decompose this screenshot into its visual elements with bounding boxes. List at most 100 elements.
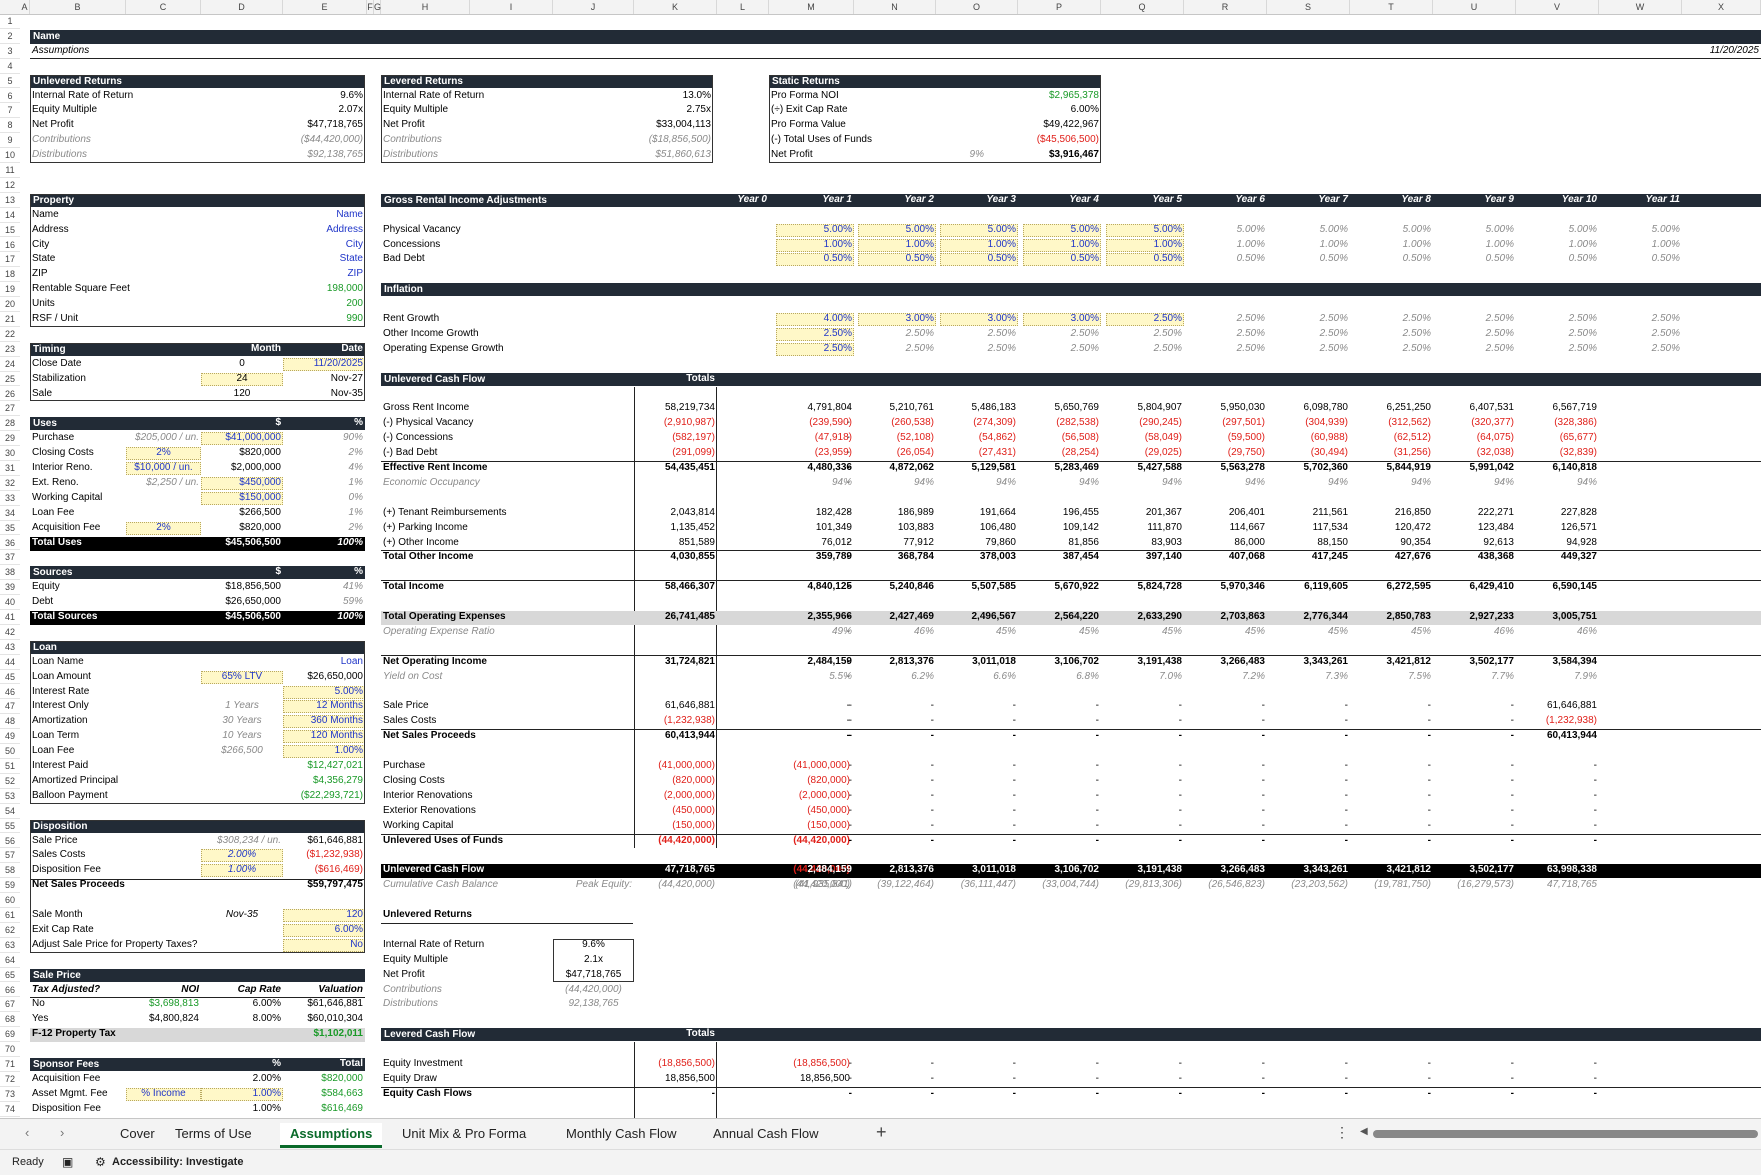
gria-value[interactable]: 5.00%: [1153, 223, 1182, 235]
inflation-value[interactable]: 2.50%: [1485, 327, 1514, 339]
cf-value[interactable]: -: [1012, 789, 1016, 801]
row-header[interactable]: 22: [0, 327, 20, 342]
cf-value[interactable]: 407,068: [1228, 551, 1265, 563]
cf-value[interactable]: -: [848, 700, 852, 712]
levered-label[interactable]: Contributions: [383, 134, 442, 146]
cf-value[interactable]: 123,484: [1477, 521, 1514, 533]
cf-value[interactable]: 6,590,145: [1552, 581, 1598, 593]
cf-value[interactable]: 4,872,062: [889, 462, 935, 473]
cf-value[interactable]: 7.7%: [1491, 670, 1514, 682]
cf-value[interactable]: 438,368: [1477, 551, 1514, 563]
sheet-tab-unit-mix-pro-forma[interactable]: Unit Mix & Pro Forma: [402, 1126, 527, 1141]
sheet-tab-terms-of-use[interactable]: Terms of Use: [175, 1126, 252, 1141]
cum-value[interactable]: (29,813,306): [1125, 879, 1182, 891]
cf-label[interactable]: Exterior Renovations: [383, 804, 476, 816]
cf-value[interactable]: -: [1095, 774, 1099, 786]
loan-value[interactable]: 1.00%: [334, 745, 363, 757]
cf-value[interactable]: -: [1012, 715, 1016, 727]
cf-value[interactable]: 5,486,183: [971, 402, 1017, 414]
uses-value[interactable]: $2,000,000: [230, 462, 281, 473]
gria-value[interactable]: 0.50%: [1070, 253, 1099, 265]
gria-value[interactable]: 5.00%: [823, 223, 852, 235]
peak-equity-label[interactable]: Peak Equity:: [575, 879, 632, 891]
cf-value[interactable]: -: [1344, 700, 1348, 712]
gria-value[interactable]: 0.50%: [905, 253, 934, 265]
cf-value[interactable]: -: [1178, 715, 1182, 727]
cf-value[interactable]: 2,355,966: [807, 611, 853, 622]
cf-value[interactable]: 191,664: [979, 506, 1016, 518]
gria-value[interactable]: 0.50%: [1402, 253, 1431, 265]
sources-total-label[interactable]: Total Sources: [32, 611, 98, 622]
cf-label[interactable]: Equity Investment: [383, 1058, 463, 1069]
levered-label[interactable]: Equity Multiple: [383, 104, 449, 116]
cf-value[interactable]: -: [1593, 834, 1597, 846]
cf-value[interactable]: (59,500): [1227, 432, 1265, 444]
cf-value[interactable]: -: [848, 789, 852, 801]
cf-value[interactable]: (30,494): [1310, 447, 1348, 459]
cf-label[interactable]: Economic Occupancy: [383, 476, 480, 488]
uses-sub[interactable]: 2%: [156, 447, 171, 459]
cf-total[interactable]: 851,589: [678, 536, 715, 548]
inflation-value[interactable]: 2.50%: [1236, 342, 1265, 354]
disposition-value[interactable]: ($616,469): [314, 864, 363, 876]
gria-value[interactable]: 1.00%: [1402, 238, 1431, 250]
cf-value[interactable]: 92,613: [1483, 536, 1514, 548]
disposition-value[interactable]: ($1,232,938): [306, 849, 363, 861]
cf-value[interactable]: 2,813,376: [889, 655, 935, 667]
ucf-row-value[interactable]: 3,502,177: [1469, 864, 1515, 876]
disposition-extra-label[interactable]: Sale Month: [32, 909, 83, 920]
row-header[interactable]: 32: [0, 476, 20, 491]
uses-pct[interactable]: 90%: [342, 432, 363, 444]
cf-value[interactable]: -: [1344, 1072, 1348, 1084]
cf-value[interactable]: 45%: [1327, 625, 1348, 637]
loan-label[interactable]: Amortized Principal: [32, 774, 119, 786]
cf-value[interactable]: 6,119,605: [1304, 581, 1348, 593]
ur2-value[interactable]: $47,718,765: [565, 968, 622, 980]
cum-value[interactable]: (36,111,447): [960, 879, 1016, 891]
timing-month[interactable]: 120: [233, 387, 251, 399]
cf-total[interactable]: -: [711, 1087, 715, 1099]
disposition-extra-label[interactable]: Adjust Sale Price for Property Taxes?: [32, 938, 198, 950]
ucf-row-label[interactable]: Unlevered Cash Flow: [383, 864, 485, 876]
inflation-value[interactable]: 2.50%: [1568, 327, 1597, 339]
cf-value[interactable]: -: [1510, 1072, 1514, 1084]
gria-value[interactable]: 5.00%: [1485, 223, 1514, 235]
uses-total-label[interactable]: Total Uses: [32, 536, 82, 548]
fees-label[interactable]: Acquisition Fee: [32, 1072, 101, 1084]
row-header[interactable]: 5: [0, 74, 20, 89]
cf-value[interactable]: -: [1095, 789, 1099, 801]
assumptions-label[interactable]: Assumptions: [32, 44, 90, 56]
fees-label[interactable]: Total Sponsor Fees: [30, 1117, 130, 1119]
column-header[interactable]: K: [634, 0, 717, 14]
timing-date-header[interactable]: Date: [341, 342, 363, 354]
row-header[interactable]: 39: [0, 580, 20, 596]
cf-value[interactable]: -: [1510, 804, 1514, 816]
cf-value[interactable]: -: [1095, 1087, 1099, 1099]
ucf-row-value[interactable]: 2,813,376: [889, 864, 935, 876]
inflation-value[interactable]: 2.50%: [823, 342, 852, 354]
timing-month-header[interactable]: Month: [251, 342, 281, 354]
fees-value[interactable]: $820,000: [321, 1072, 363, 1084]
row-header[interactable]: 51: [0, 759, 20, 774]
loan-label[interactable]: Interest Rate: [32, 685, 90, 697]
cf-value[interactable]: -: [848, 834, 852, 846]
cf-value[interactable]: 201,367: [1145, 506, 1182, 518]
static-label[interactable]: Net Profit: [771, 149, 813, 161]
row-header[interactable]: 21: [0, 312, 20, 327]
row-header[interactable]: 28: [0, 416, 20, 432]
row-header[interactable]: 47: [0, 699, 20, 715]
cf-value[interactable]: (31,256): [1393, 447, 1431, 459]
hscroll-left-icon[interactable]: ◀: [1360, 1126, 1368, 1137]
cf-value[interactable]: 83,903: [1151, 536, 1182, 548]
cf-value[interactable]: -: [848, 1072, 852, 1084]
gria-value[interactable]: 0.50%: [987, 253, 1016, 265]
inflation-value[interactable]: 2.50%: [1153, 342, 1182, 354]
cf-value[interactable]: 5,824,728: [1137, 581, 1183, 593]
cf-value[interactable]: -: [1510, 1058, 1514, 1069]
loan-value[interactable]: ($22,293,721): [300, 789, 363, 801]
cf-value[interactable]: -: [1510, 819, 1514, 831]
cf-value[interactable]: -: [1261, 760, 1265, 771]
cf-value[interactable]: 6.8%: [1076, 670, 1099, 682]
cf-total[interactable]: 26,650,000: [634, 1117, 717, 1119]
gria-value[interactable]: 1.00%: [905, 238, 934, 250]
